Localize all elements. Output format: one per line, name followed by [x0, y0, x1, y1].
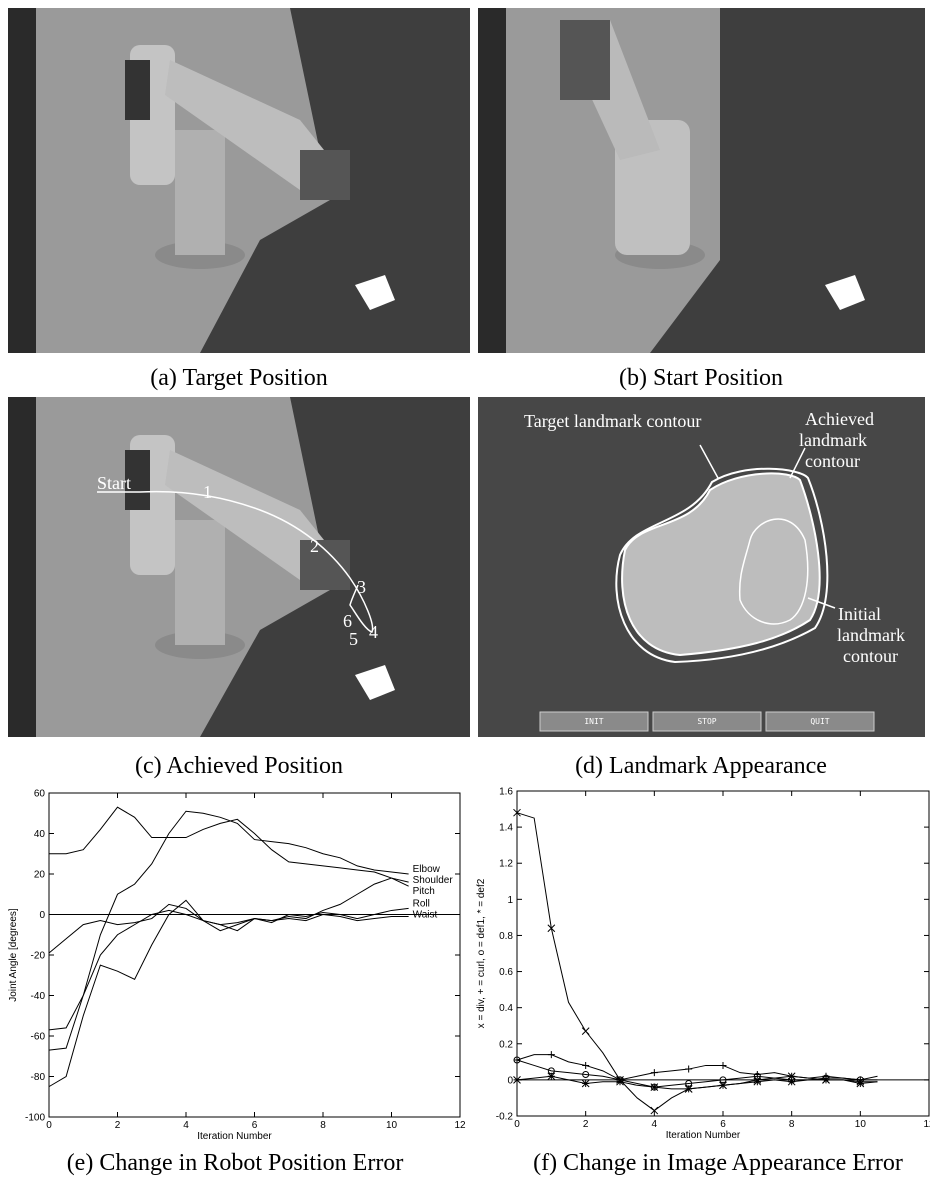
- y-tick-label: -20: [31, 951, 46, 962]
- x-tick-label: 12: [454, 1120, 466, 1131]
- button-label: STOP: [697, 717, 716, 726]
- annotation: 4: [369, 622, 378, 642]
- y-axis-label: x = div, + = curl, o = def1, * = def2: [476, 878, 487, 1028]
- caption: (e) Change in Robot Position Error: [67, 1150, 404, 1176]
- y-tick-label: 0.4: [499, 1003, 513, 1014]
- series-label: Elbow: [413, 864, 441, 875]
- y-tick-label: 0.8: [499, 931, 513, 942]
- marker: [651, 1084, 658, 1091]
- x-tick-label: 10: [855, 1119, 867, 1130]
- plot-area: [49, 793, 460, 1117]
- annotation: contour: [805, 451, 860, 471]
- annotation: Achieved: [805, 409, 874, 429]
- button-label: QUIT: [810, 717, 829, 726]
- annotation: Start: [97, 473, 131, 493]
- annotation: 1: [203, 482, 212, 502]
- series-line: [49, 807, 409, 882]
- marker: [582, 1028, 589, 1035]
- annotation: 6: [343, 611, 352, 631]
- caption: (c) Achieved Position: [135, 753, 343, 779]
- y-axis-label: Joint Angle [degrees]: [8, 908, 19, 1002]
- caption: (f) Change in Image Appearance Error: [533, 1150, 903, 1176]
- x-tick-label: 6: [720, 1119, 726, 1130]
- y-tick-label: 40: [34, 829, 46, 840]
- annotation: Target landmark contour: [524, 411, 701, 431]
- photo-target: [8, 8, 470, 353]
- caption: (b) Start Position: [619, 365, 783, 391]
- x-tick-label: 8: [789, 1119, 795, 1130]
- annotation: Initial: [838, 604, 881, 624]
- y-tick-label: 1.2: [499, 859, 513, 870]
- photo-achieved: [8, 397, 470, 737]
- y-tick-label: 20: [34, 870, 46, 881]
- marker: [754, 1078, 761, 1085]
- y-tick-label: -40: [31, 991, 46, 1002]
- series-label: Pitch: [413, 886, 435, 897]
- figure: Start 1 2 3 4 5 6 Target landmark contou…: [0, 0, 930, 1186]
- series-label: Shoulder: [413, 875, 454, 886]
- annotation: 5: [349, 629, 358, 649]
- caption: (d) Landmark Appearance: [575, 753, 827, 779]
- x-tick-label: 0: [514, 1119, 520, 1130]
- series-line: [49, 811, 409, 1030]
- x-tick-label: 10: [386, 1120, 398, 1131]
- marker: [617, 1078, 624, 1085]
- y-tick-label: -100: [25, 1113, 45, 1124]
- caption: (a) Target Position: [150, 365, 327, 391]
- button-label: INIT: [584, 717, 603, 726]
- y-tick-label: 0: [507, 1075, 513, 1086]
- x-axis-label: Iteration Number: [197, 1131, 272, 1142]
- y-tick-label: 1: [507, 895, 513, 906]
- marker: [651, 1069, 658, 1076]
- y-tick-label: 60: [34, 789, 46, 800]
- marker: [514, 1076, 521, 1083]
- y-tick-label: -60: [31, 1032, 46, 1043]
- marker: [788, 1078, 795, 1085]
- series-label: Roll: [413, 898, 430, 909]
- x-tick-label: 12: [923, 1119, 930, 1130]
- marker: [582, 1062, 589, 1069]
- marker: [720, 1082, 727, 1089]
- x-tick-label: 8: [320, 1120, 326, 1131]
- x-axis-label: Iteration Number: [666, 1130, 741, 1141]
- y-tick-label: -0.2: [496, 1112, 514, 1123]
- marker: [548, 1051, 555, 1058]
- y-tick-label: 0.6: [499, 967, 513, 978]
- x-tick-label: 6: [252, 1120, 258, 1131]
- annotation: landmark: [837, 625, 905, 645]
- x-tick-label: 0: [46, 1120, 52, 1131]
- y-tick-label: -80: [31, 1072, 46, 1083]
- marker: [582, 1080, 589, 1087]
- annotation: contour: [843, 646, 898, 666]
- marker: [548, 1073, 555, 1080]
- photo-start: [478, 8, 925, 353]
- y-tick-label: 1.4: [499, 823, 513, 834]
- annotation: 3: [357, 577, 366, 597]
- x-tick-label: 4: [183, 1120, 189, 1131]
- marker: [685, 1066, 692, 1073]
- marker: [857, 1080, 864, 1087]
- marker: [823, 1076, 830, 1083]
- y-tick-label: 1.6: [499, 787, 513, 798]
- series-line: [49, 878, 409, 1050]
- annotation: 2: [310, 536, 319, 556]
- x-tick-label: 2: [115, 1120, 121, 1131]
- series-line: [517, 813, 878, 1111]
- marker: [685, 1085, 692, 1092]
- marker: [720, 1062, 727, 1069]
- x-tick-label: 2: [583, 1119, 589, 1130]
- series-label: Waist: [413, 909, 438, 920]
- annotation: landmark: [799, 430, 867, 450]
- y-tick-label: 0.2: [499, 1039, 513, 1050]
- y-tick-label: 0: [39, 910, 45, 921]
- x-tick-label: 4: [652, 1119, 658, 1130]
